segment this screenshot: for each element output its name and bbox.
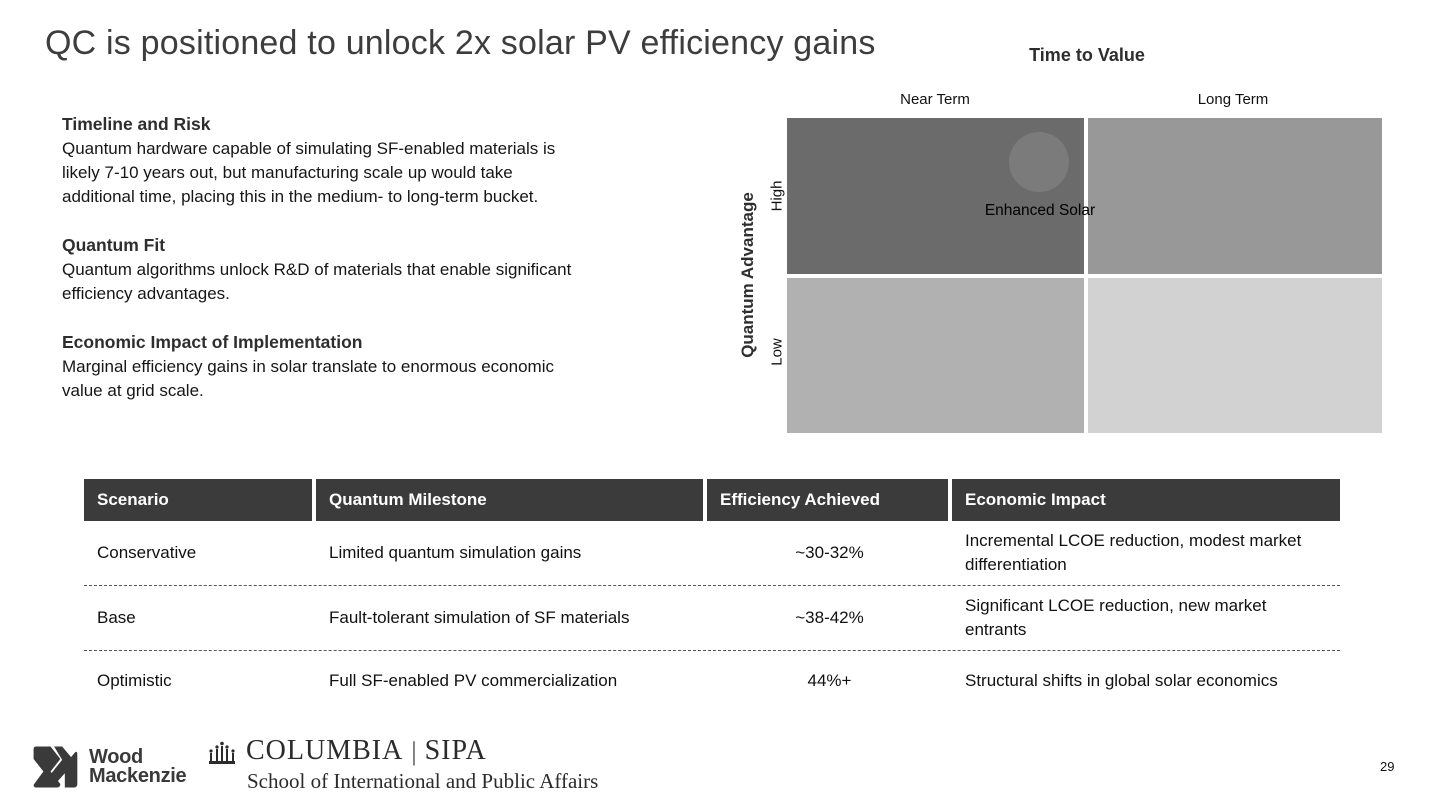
cell-efficiency: 44%+ xyxy=(807,671,852,690)
matrix-title: Time to Value xyxy=(1029,45,1145,65)
cell-milestone: Full SF-enabled PV commercialization xyxy=(329,671,618,690)
sipa-school-text: School of International and Public Affai… xyxy=(247,769,599,793)
wood-mackenzie-mark-icon xyxy=(33,746,78,788)
matrix-y-axis-label: Quantum Advantage xyxy=(738,192,757,358)
table-row-base: Base Fault-tolerant simulation of SF mat… xyxy=(84,586,1340,651)
cell-impact-text: Structural shifts in global solar econom… xyxy=(965,671,1278,690)
matrix-y-label-high: High xyxy=(768,180,786,212)
wood-mackenzie-logo: Wood Mackenzie xyxy=(30,742,187,792)
section-body: Marginal efficiency gains in solar trans… xyxy=(62,357,554,400)
section-quantum-fit: Quantum Fit Quantum algorithms unlock R&… xyxy=(62,233,607,306)
wordmark-line2: Mackenzie xyxy=(89,765,187,787)
scenario-table: Scenario Quantum Milestone Efficiency Ac… xyxy=(84,479,1340,711)
cell-impact: Incremental LCOE reduction, modest marke… xyxy=(952,521,1340,585)
table-row-optimistic: Optimistic Full SF-enabled PV commercial… xyxy=(84,651,1340,711)
section-heading: Quantum Fit xyxy=(62,235,166,255)
table-header-row: Scenario Quantum Milestone Efficiency Ac… xyxy=(84,479,1340,521)
columbia-sipa-wordmark: Columbia | SIPA xyxy=(207,735,598,767)
columbia-text: Columbia xyxy=(246,735,404,766)
sipa-text: SIPA xyxy=(424,735,487,766)
cell-impact-text: Significant LCOE reduction, new market e… xyxy=(965,596,1267,639)
quadrant-matrix: Enhanced Solar xyxy=(787,118,1382,433)
section-heading: Timeline and Risk xyxy=(62,114,211,134)
enhanced-solar-marker xyxy=(1009,132,1069,192)
cell-scenario: Base xyxy=(97,608,136,627)
wordmark-line1: Wood xyxy=(89,746,143,768)
section-body: Quantum hardware capable of simulating S… xyxy=(62,139,556,206)
matrix-x-label-near-term: Near Term xyxy=(900,91,970,108)
section-timeline-and-risk: Timeline and Risk Quantum hardware capab… xyxy=(62,112,607,209)
section-economic-impact: Economic Impact of Implementation Margin… xyxy=(62,330,607,403)
section-body: Quantum algorithms unlock R&D of materia… xyxy=(62,260,572,303)
column-header-scenario: Scenario xyxy=(84,479,312,521)
cell-impact-text: Incremental LCOE reduction, modest marke… xyxy=(965,531,1302,574)
column-header-efficiency-achieved: Efficiency Achieved xyxy=(707,479,948,521)
cell-impact: Significant LCOE reduction, new market e… xyxy=(952,586,1340,650)
cell-impact: Structural shifts in global solar econom… xyxy=(952,661,1340,701)
column-header-economic-impact: Economic Impact xyxy=(952,479,1340,521)
narrative-panel: Timeline and Risk Quantum hardware capab… xyxy=(62,112,607,427)
cell-scenario: Conservative xyxy=(97,543,197,562)
quadrant-low-near-term xyxy=(787,278,1084,433)
cell-efficiency: ~38-42% xyxy=(795,608,864,627)
enhanced-solar-label: Enhanced Solar xyxy=(984,202,1096,219)
cell-milestone: Fault-tolerant simulation of SF material… xyxy=(329,608,630,627)
section-heading: Economic Impact of Implementation xyxy=(62,332,363,352)
page-title: QC is positioned to unlock 2x solar PV e… xyxy=(45,24,876,62)
wood-mackenzie-wordmark: Wood Mackenzie xyxy=(89,746,187,787)
sipa-divider: | xyxy=(411,737,417,766)
cell-efficiency: ~30-32% xyxy=(795,543,864,562)
column-header-quantum-milestone: Quantum Milestone xyxy=(316,479,703,521)
cell-milestone: Limited quantum simulation gains xyxy=(329,543,582,562)
table-row-conservative: Conservative Limited quantum simulation … xyxy=(84,521,1340,586)
cell-scenario: Optimistic xyxy=(97,671,172,690)
quadrant-low-long-term xyxy=(1088,278,1382,433)
matrix-y-label-low: Low xyxy=(768,338,786,366)
matrix-x-label-long-term: Long Term xyxy=(1197,91,1269,108)
columbia-sipa-logo: Columbia | SIPA School of International … xyxy=(207,735,598,794)
quadrant-high-long-term xyxy=(1088,118,1382,274)
page-number: 29 xyxy=(1380,759,1395,774)
columbia-crown-icon xyxy=(209,741,235,764)
